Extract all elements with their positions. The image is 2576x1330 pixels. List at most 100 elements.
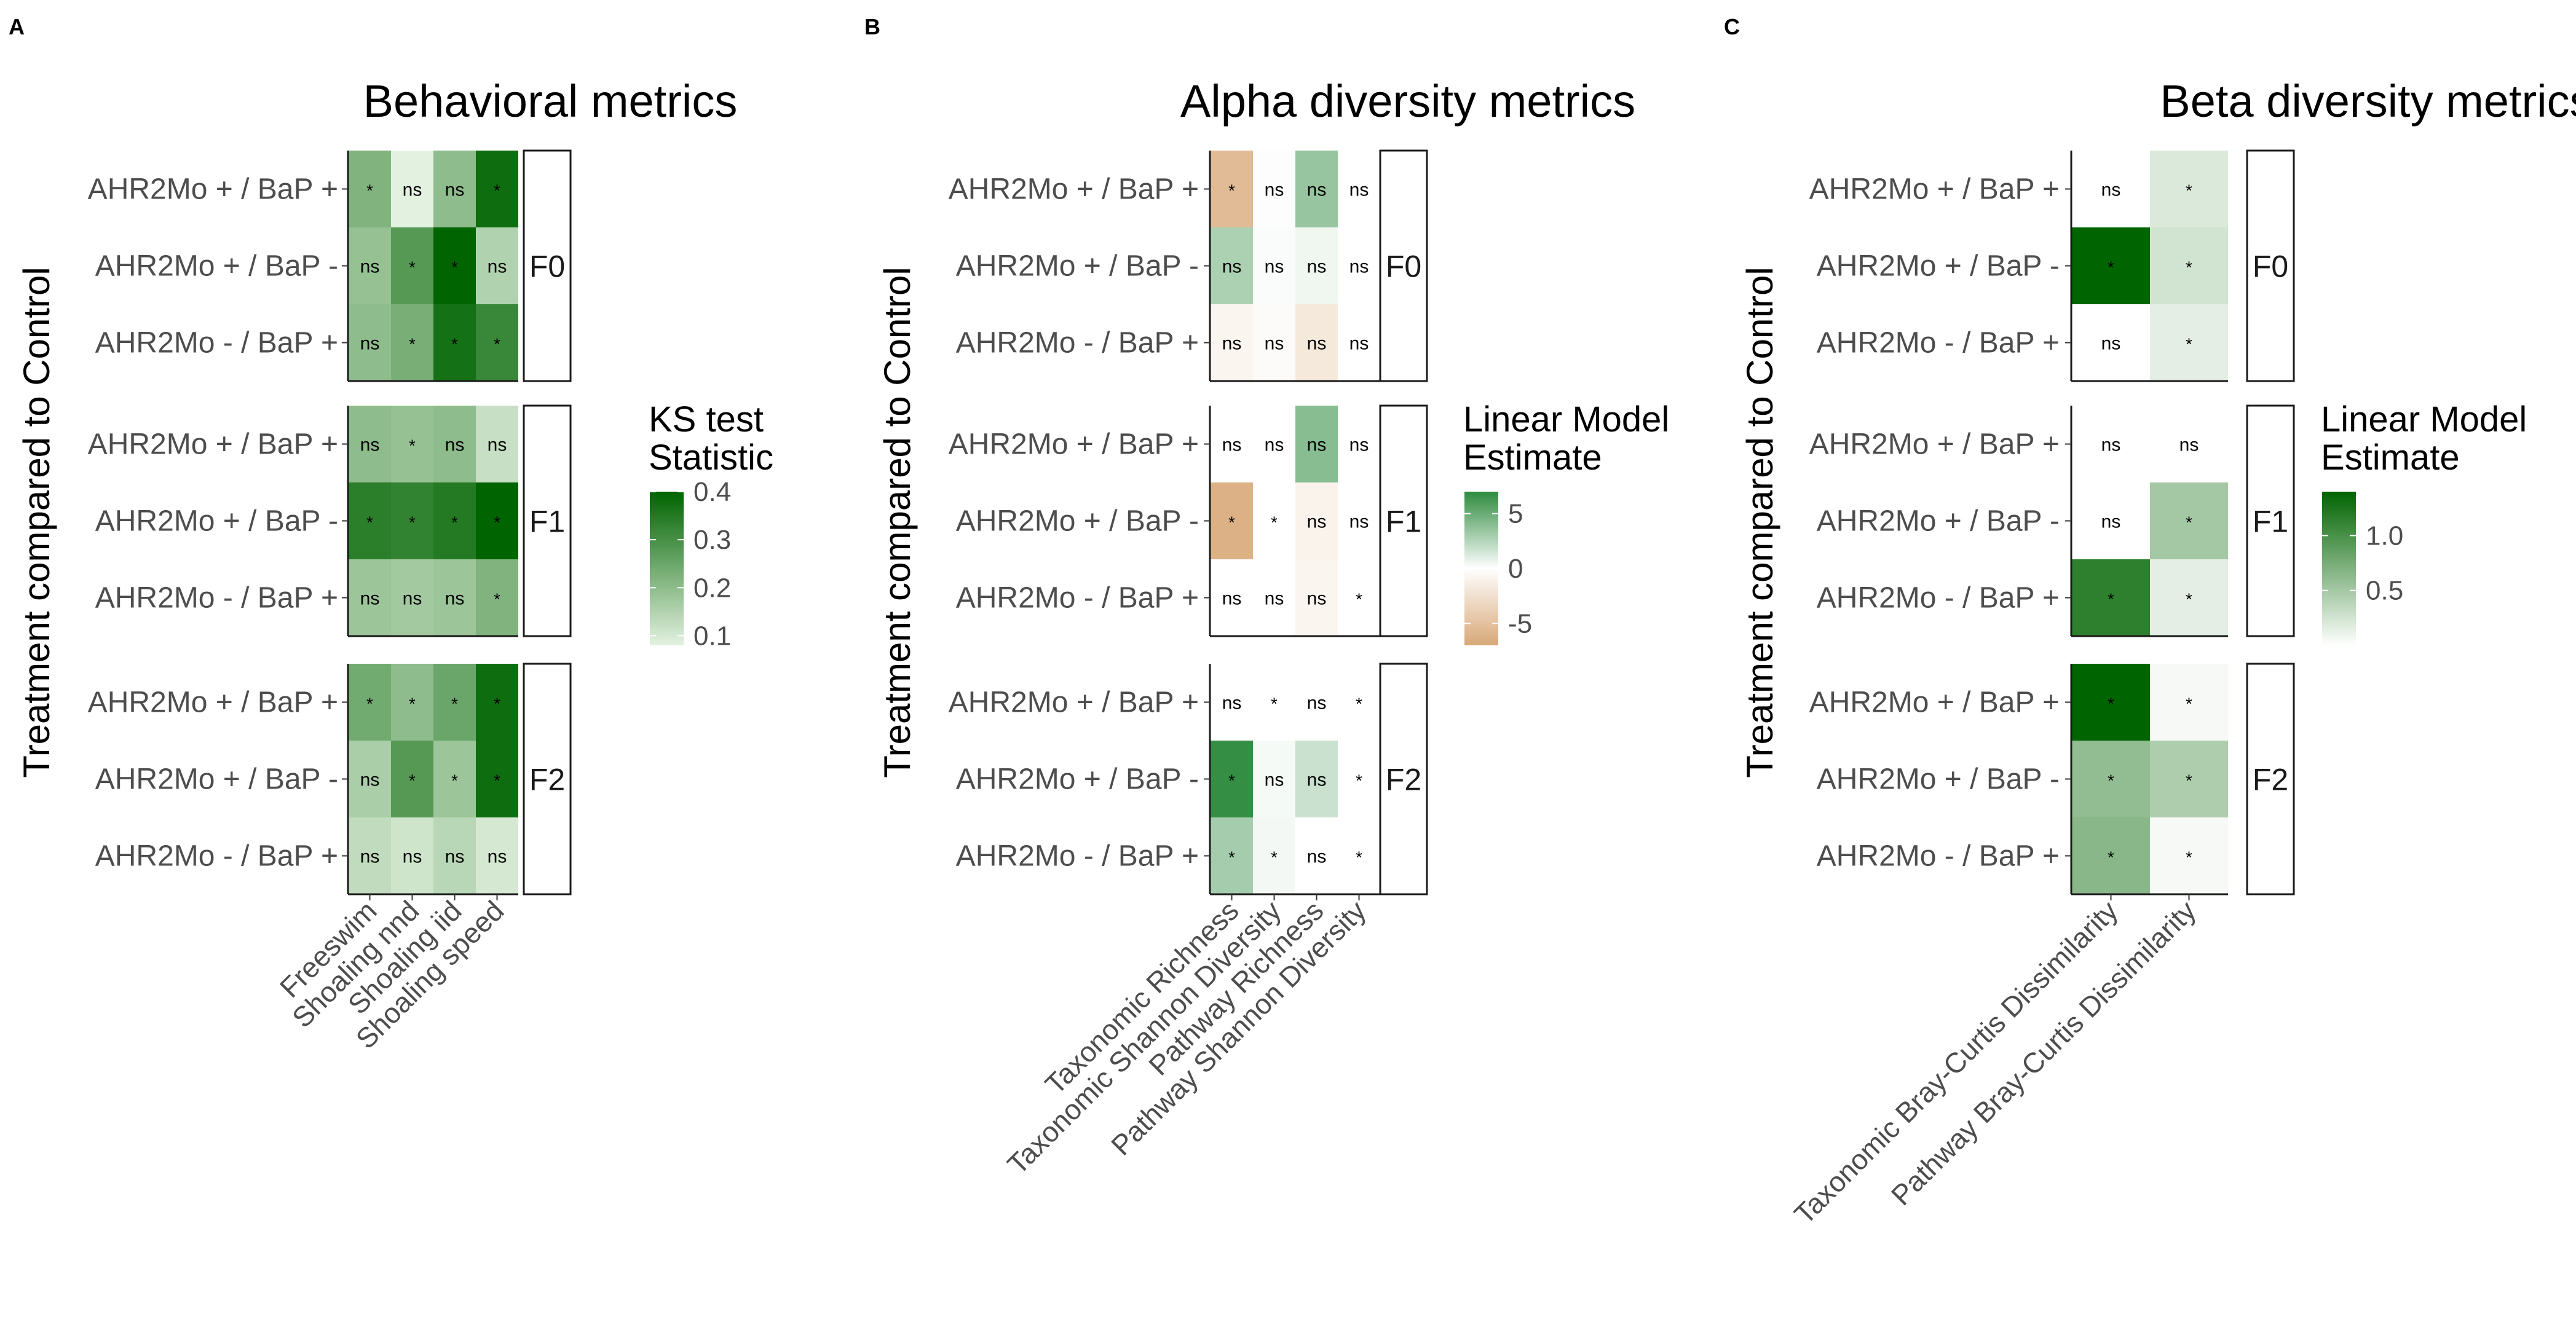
cell-significance-label: ns	[360, 847, 380, 867]
cell-significance-label: ns	[1307, 693, 1327, 714]
cell-significance-label: ns	[2101, 512, 2121, 532]
heatmap-cell	[1253, 227, 1295, 304]
y-axis-label-c: Treatment compared to Control	[1739, 267, 1780, 777]
cell-significance-label: *	[451, 771, 458, 790]
cell-significance-label: ns	[1307, 512, 1327, 532]
cell-significance-label: ns	[445, 847, 465, 867]
heatmap-cell	[1253, 482, 1295, 559]
chart-title-b: Alpha diversity metrics	[1180, 76, 1635, 127]
row-label: AHR2Mo - / BaP +	[95, 327, 338, 360]
heatmap-cell	[2072, 559, 2150, 636]
heatmap-cell	[1295, 151, 1338, 227]
heatmap-cell	[1211, 406, 1253, 482]
heatmap-cell	[433, 741, 476, 817]
cell-significance-label: ns	[1307, 589, 1327, 609]
cell-significance-label: *	[2186, 771, 2192, 790]
row-label: AHR2Mo + / BaP -	[95, 505, 338, 538]
heatmap-cell	[433, 406, 476, 482]
cell-significance-label: *	[494, 771, 500, 790]
cell-significance-label: *	[409, 436, 416, 455]
row-label: AHR2Mo + / BaP -	[95, 250, 338, 283]
legend-tick-label: 0	[1508, 554, 1523, 584]
heatmap-cell	[2150, 482, 2228, 559]
generation-label: F0	[529, 250, 565, 284]
heatmap-cell	[1338, 227, 1380, 304]
row-label: AHR2Mo + / BaP +	[1809, 428, 2060, 461]
heatmap-cell	[1211, 664, 1253, 741]
heatmap-cell	[476, 817, 518, 894]
cell-significance-label: *	[2186, 181, 2192, 200]
cell-significance-label: ns	[2101, 180, 2121, 200]
cell-significance-label: ns	[360, 435, 380, 455]
legend-tick-label: 1.0	[2366, 521, 2403, 551]
heatmap-cell	[349, 559, 391, 636]
cell-significance-label: *	[2186, 848, 2192, 867]
cell-significance-label: *	[494, 695, 500, 714]
cell-significance-label: *	[409, 513, 416, 532]
cell-significance-label: ns	[2179, 435, 2199, 455]
heatmap-cell	[1253, 741, 1295, 817]
heatmap-cell	[476, 406, 518, 482]
cell-significance-label: ns	[1349, 435, 1369, 455]
row-label: AHR2Mo - / BaP +	[1817, 582, 2060, 615]
cell-significance-label: ns	[445, 180, 465, 200]
cell-significance-label: *	[2186, 258, 2192, 277]
heatmap-cell	[349, 406, 391, 482]
cell-significance-label: *	[1271, 513, 1278, 532]
generation-label: F0	[2253, 250, 2288, 284]
heatmap-cell	[433, 664, 476, 741]
row-label: AHR2Mo + / BaP -	[956, 505, 1199, 538]
generation-label: F2	[529, 763, 565, 797]
generation-label: F1	[2253, 505, 2288, 539]
cell-significance-label: ns	[445, 435, 465, 455]
column-label: Taxonomic Bray-Curtis Dissimilarity	[1788, 894, 2124, 1230]
heatmap-cell	[349, 304, 391, 381]
cell-significance-label: ns	[1349, 334, 1369, 354]
panel-a-behavioral: A Behavioral metrics Treatment compared to…	[9, 14, 773, 1055]
cell-significance-label: ns	[403, 180, 422, 200]
chart-title-a: Behavioral metrics	[363, 76, 738, 127]
cell-significance-label: *	[2186, 695, 2192, 714]
generation-label: F1	[529, 505, 565, 539]
heatmap-cell	[349, 817, 391, 894]
cell-significance-label: *	[2186, 335, 2192, 354]
row-label: AHR2Mo + / BaP -	[956, 763, 1199, 796]
cell-significance-label: ns	[1265, 334, 1284, 354]
cell-significance-label: ns	[488, 257, 507, 277]
legend-tick-label: 0.4	[693, 477, 731, 507]
panel-b-alpha-diversity: B Alpha diversity metrics Treatment compar…	[864, 14, 1669, 1181]
heatmap-cell	[433, 482, 476, 559]
heatmap-cell	[1295, 664, 1338, 741]
cell-significance-label: *	[494, 513, 500, 532]
heatmap-cell	[1211, 741, 1253, 817]
heatmap-cell	[1211, 151, 1253, 227]
heatmap-cell	[1253, 406, 1295, 482]
heatmap-cell	[2150, 406, 2228, 482]
row-label: AHR2Mo - / BaP +	[956, 327, 1199, 360]
legend-tick-label: 0.5	[2366, 576, 2403, 606]
cell-significance-label: *	[1271, 695, 1278, 714]
row-label: AHR2Mo + / BaP +	[949, 173, 1199, 206]
heatmap-cell	[1253, 817, 1295, 894]
heatmap-cell	[1295, 304, 1338, 381]
heatmap-cell	[476, 304, 518, 381]
heatmap-cell	[1295, 406, 1338, 482]
generation-label: F2	[2253, 763, 2288, 797]
cell-significance-label: ns	[1307, 257, 1327, 277]
heatmap-cell	[433, 304, 476, 381]
heatmap-cell	[2150, 227, 2228, 304]
cell-significance-label: *	[2108, 771, 2114, 790]
cell-significance-label: *	[2108, 848, 2114, 867]
cell-significance-label: *	[1271, 848, 1278, 867]
y-axis-label-a: Treatment compared to Control	[16, 267, 57, 777]
cell-significance-label: ns	[1222, 589, 1242, 609]
heatmap-cell	[391, 559, 433, 636]
heatmap-cell	[433, 559, 476, 636]
row-label: AHR2Mo + / BaP +	[949, 687, 1199, 719]
heatmap-cell	[1253, 664, 1295, 741]
cell-significance-label: *	[1228, 181, 1235, 200]
cell-significance-label: ns	[1265, 770, 1284, 790]
heatmap-cell	[349, 741, 391, 817]
legend-title: Linear Model	[1463, 399, 1669, 439]
heatmap-cell	[349, 151, 391, 227]
